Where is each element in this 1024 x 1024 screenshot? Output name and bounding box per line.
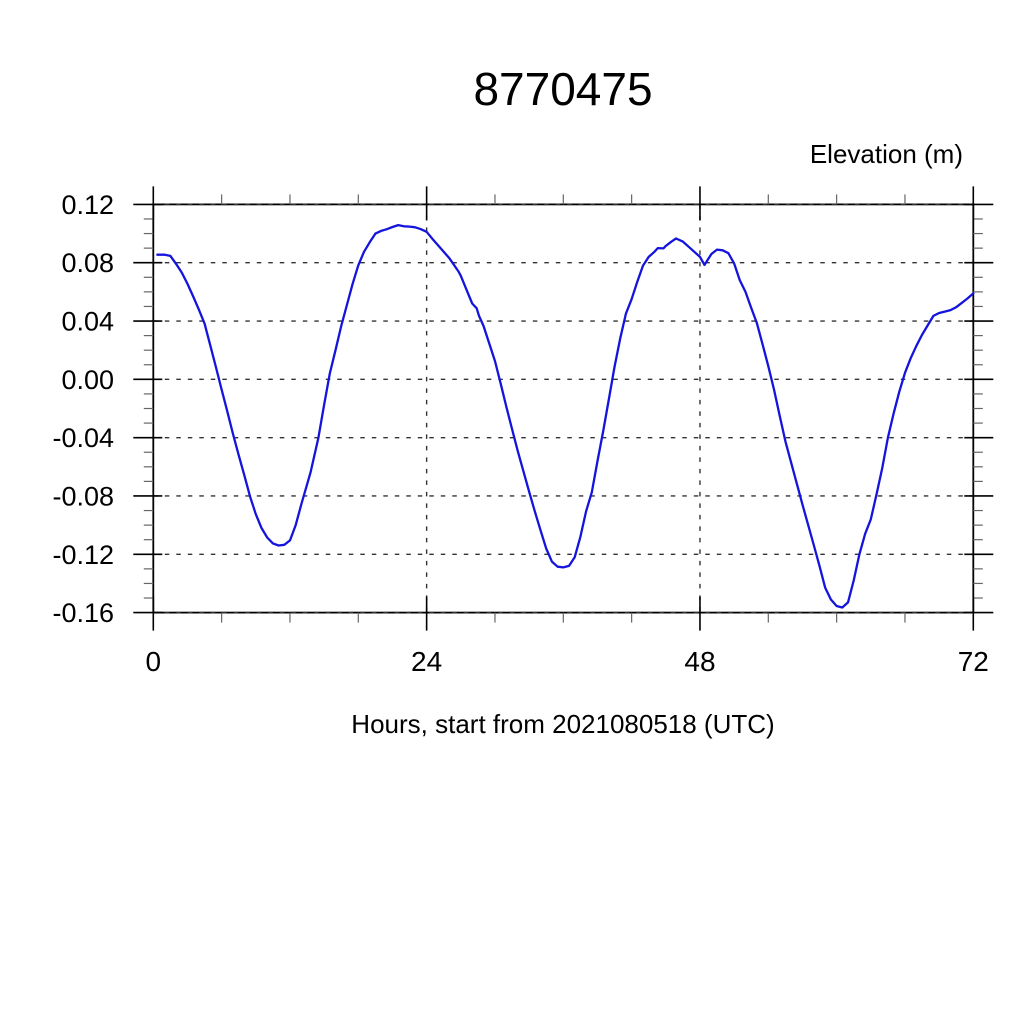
plot-frame (152, 203, 975, 614)
x-tick-label: 48 (684, 646, 715, 677)
y-axis-title: Elevation (m) (809, 139, 963, 169)
y-tick-label: 0.08 (61, 248, 114, 278)
y-tick-label: -0.12 (52, 540, 114, 570)
chart-title: 8770475 (473, 63, 653, 115)
elevation-curve (156, 223, 975, 609)
y-tick-label: -0.16 (52, 598, 114, 628)
y-tick-label: 0.12 (61, 190, 114, 220)
x-axis-title: Hours, start from 2021080518 (UTC) (351, 709, 775, 739)
x-tick-label: 24 (411, 646, 442, 677)
x-tick-label: 0 (146, 646, 162, 677)
y-tick-label: -0.04 (52, 423, 114, 453)
y-tick-label: -0.08 (52, 481, 114, 511)
y-tick-label: 0.00 (61, 365, 114, 395)
y-tick-label: 0.04 (61, 307, 114, 337)
x-tick-label: 72 (958, 646, 989, 677)
